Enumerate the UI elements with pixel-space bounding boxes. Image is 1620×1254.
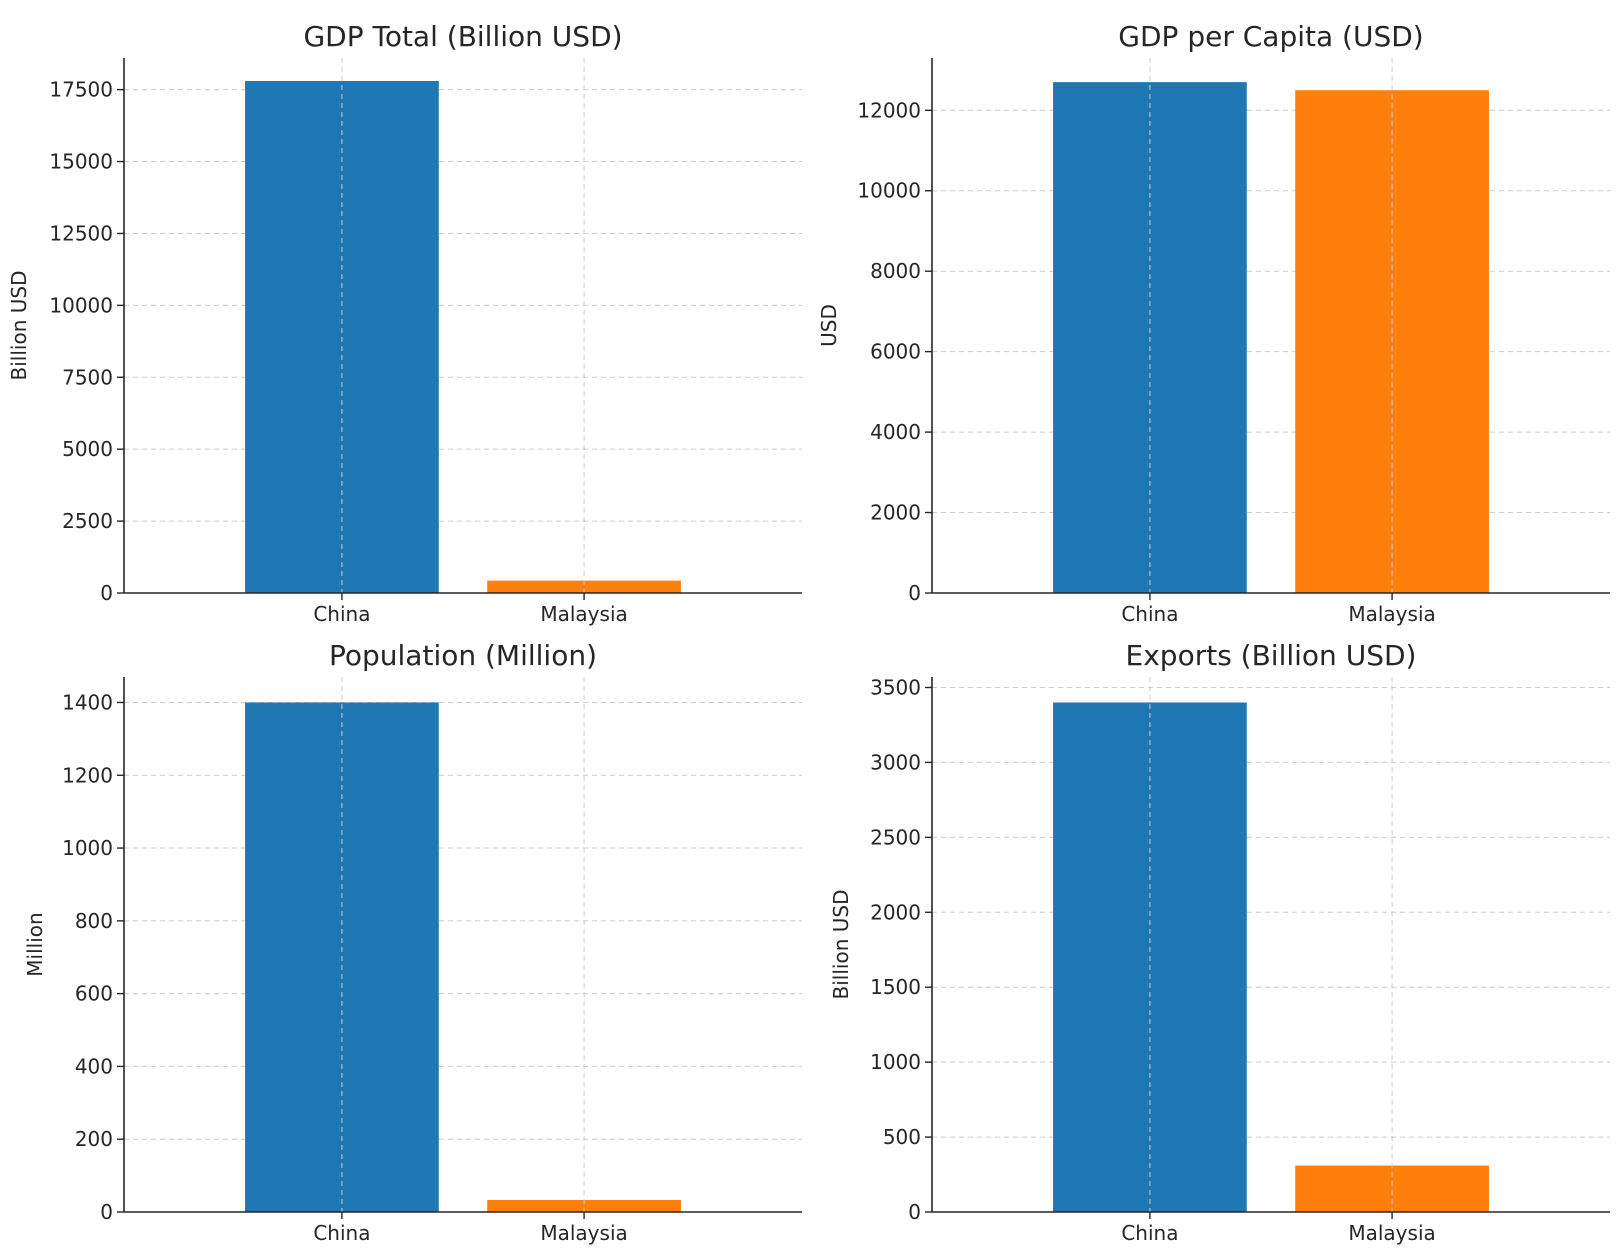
y-tick-label: 1500 xyxy=(870,975,921,999)
y-tick-label: 2000 xyxy=(870,900,921,924)
chart-panel-gdp-per-capita-usd: 0 2000 4000 6000 8000 10000 12000 China Malaysia… xyxy=(817,20,1610,626)
y-tick-label: 17500 xyxy=(49,78,113,102)
x-tick-label-malaysia: Malaysia xyxy=(1348,602,1435,626)
x-tick-label-china: China xyxy=(313,602,370,626)
y-axis-label: Billion USD xyxy=(7,271,31,381)
y-axis-label: Billion USD xyxy=(829,890,853,1000)
bar-malaysia xyxy=(487,580,681,593)
x-tick-label-malaysia: Malaysia xyxy=(1348,1221,1435,1245)
y-tick-label: 6000 xyxy=(870,340,921,364)
y-tick-label: 400 xyxy=(75,1054,113,1078)
y-tick-label: 2500 xyxy=(62,509,113,533)
y-tick-label: 1400 xyxy=(62,690,113,714)
y-tick-label: 4000 xyxy=(870,420,921,444)
y-tick-label: 500 xyxy=(883,1125,921,1149)
y-tick-label: 0 xyxy=(908,1200,921,1224)
y-axis-label: USD xyxy=(817,304,841,347)
y-tick-label: 3000 xyxy=(870,750,921,774)
y-tick-label: 0 xyxy=(100,581,113,605)
y-tick-label: 0 xyxy=(100,1200,113,1224)
x-tick-label-china: China xyxy=(313,1221,370,1245)
y-tick-label: 1000 xyxy=(62,836,113,860)
chart-title: GDP Total (Billion USD) xyxy=(303,20,622,53)
chart-title: Population (Million) xyxy=(329,639,597,672)
y-tick-label: 12500 xyxy=(49,221,113,245)
bar-malaysia xyxy=(487,1199,681,1212)
y-tick-label: 200 xyxy=(75,1127,113,1151)
y-tick-label: 1000 xyxy=(870,1050,921,1074)
y-tick-label: 1200 xyxy=(62,763,113,787)
x-tick-label-china: China xyxy=(1121,602,1178,626)
chart-title: Exports (Billion USD) xyxy=(1126,639,1417,672)
y-tick-label: 15000 xyxy=(49,150,113,174)
chart-panel-exports-billion-usd: 0 500 1000 1500 2000 2500 3000 3500 China Malaysi… xyxy=(829,639,1610,1245)
x-tick-label-malaysia: Malaysia xyxy=(540,602,627,626)
y-tick-label: 10000 xyxy=(49,293,113,317)
y-tick-label: 0 xyxy=(908,581,921,605)
x-tick-label-china: China xyxy=(1121,1221,1178,1245)
y-tick-label: 800 xyxy=(75,909,113,933)
y-tick-label: 600 xyxy=(75,982,113,1006)
chart-title: GDP per Capita (USD) xyxy=(1118,20,1423,53)
y-tick-label: 8000 xyxy=(870,259,921,283)
x-tick-label-malaysia: Malaysia xyxy=(540,1221,627,1245)
y-tick-label: 7500 xyxy=(62,365,113,389)
chart-panel-population-million: 0 200 400 600 800 1000 1200 1400 China Malaysia Po… xyxy=(23,639,802,1245)
y-tick-label: 2000 xyxy=(870,501,921,525)
y-tick-label: 5000 xyxy=(62,437,113,461)
chart-panel-gdp-total-billion-usd: 0 2500 5000 7500 10000 12500 15000 17500 China Ma… xyxy=(7,20,802,626)
y-axis-label: Million xyxy=(23,912,47,976)
y-tick-label: 12000 xyxy=(857,98,921,122)
y-tick-label: 10000 xyxy=(857,179,921,203)
y-tick-label: 3500 xyxy=(870,675,921,699)
y-tick-label: 2500 xyxy=(870,825,921,849)
